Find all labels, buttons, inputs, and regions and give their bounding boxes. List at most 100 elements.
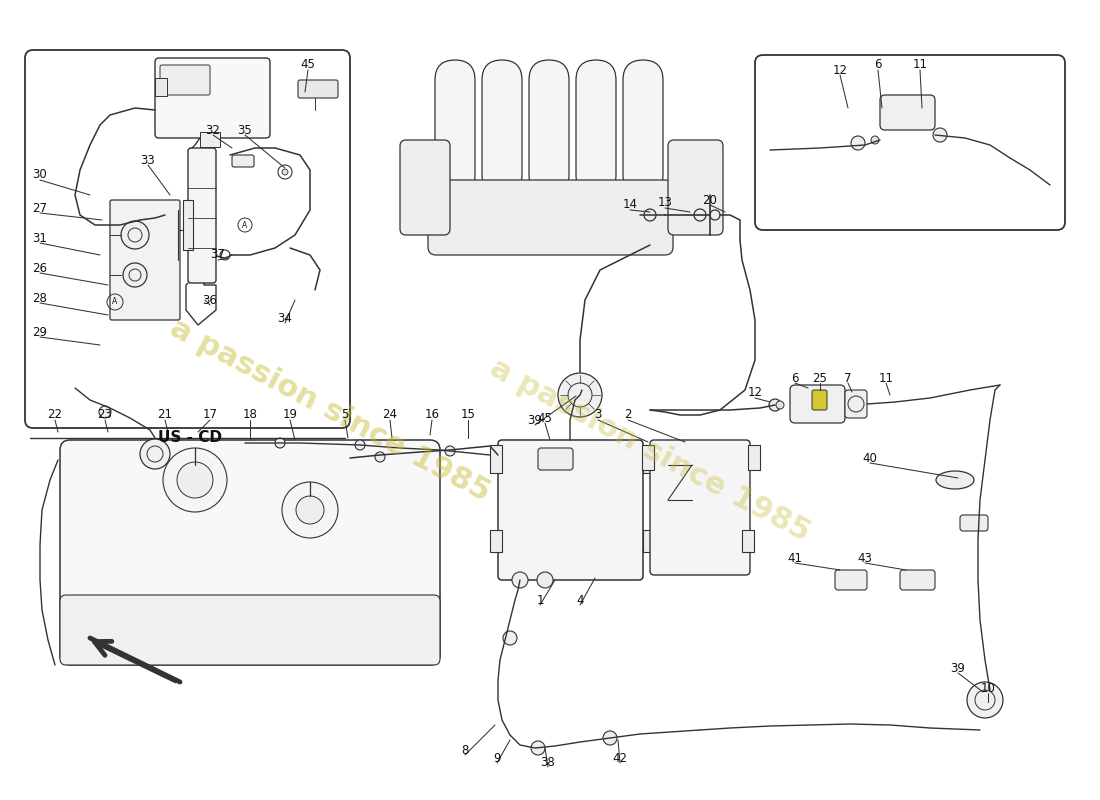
Text: 40: 40 (862, 451, 878, 465)
Text: 5: 5 (341, 409, 349, 422)
Text: 19: 19 (283, 409, 297, 422)
Text: 17: 17 (202, 409, 218, 422)
FancyBboxPatch shape (498, 440, 644, 580)
Circle shape (177, 462, 213, 498)
Circle shape (871, 136, 879, 144)
Text: 43: 43 (858, 551, 872, 565)
FancyBboxPatch shape (428, 180, 673, 255)
Text: 6: 6 (791, 371, 799, 385)
Text: 7: 7 (845, 371, 851, 385)
Text: 39: 39 (950, 662, 966, 674)
Text: 13: 13 (658, 197, 672, 210)
FancyBboxPatch shape (60, 440, 440, 665)
Circle shape (275, 438, 285, 448)
Text: 8: 8 (461, 743, 469, 757)
Text: 30: 30 (33, 169, 47, 182)
Text: 27: 27 (33, 202, 47, 214)
Text: 36: 36 (202, 294, 218, 306)
Bar (748, 445, 760, 470)
Text: 2: 2 (625, 409, 631, 422)
Text: 45: 45 (300, 58, 316, 71)
Circle shape (694, 209, 706, 221)
Text: 18: 18 (243, 409, 257, 422)
Text: 12: 12 (833, 63, 847, 77)
Text: 4: 4 (576, 594, 584, 606)
Circle shape (163, 448, 227, 512)
Text: A: A (242, 221, 248, 230)
FancyBboxPatch shape (650, 440, 750, 575)
Circle shape (512, 572, 528, 588)
Circle shape (296, 496, 324, 524)
Circle shape (644, 209, 656, 221)
Ellipse shape (936, 471, 974, 489)
FancyBboxPatch shape (155, 58, 270, 138)
Circle shape (123, 263, 147, 287)
Bar (200, 132, 220, 147)
FancyBboxPatch shape (529, 60, 569, 195)
FancyBboxPatch shape (880, 95, 935, 130)
FancyBboxPatch shape (434, 60, 475, 195)
Text: 33: 33 (141, 154, 155, 166)
Circle shape (603, 731, 617, 745)
FancyBboxPatch shape (790, 385, 845, 423)
FancyBboxPatch shape (188, 148, 216, 283)
FancyBboxPatch shape (835, 570, 867, 590)
Text: 24: 24 (383, 409, 397, 422)
Text: 16: 16 (425, 409, 440, 422)
FancyBboxPatch shape (812, 390, 827, 410)
Text: a passion since 1985: a passion since 1985 (165, 313, 495, 507)
FancyBboxPatch shape (110, 200, 180, 320)
FancyBboxPatch shape (576, 60, 616, 195)
Text: 20: 20 (703, 194, 717, 206)
Text: 41: 41 (788, 551, 803, 565)
Bar (644, 530, 654, 552)
FancyBboxPatch shape (400, 140, 450, 235)
Text: US - CD: US - CD (158, 430, 222, 446)
FancyBboxPatch shape (845, 390, 867, 418)
Circle shape (446, 446, 455, 456)
Text: 12: 12 (748, 386, 762, 399)
Text: 11: 11 (913, 58, 927, 71)
Text: a passion since 1985: a passion since 1985 (485, 353, 815, 547)
FancyBboxPatch shape (960, 515, 988, 531)
Text: 37: 37 (210, 249, 225, 262)
Circle shape (282, 169, 288, 175)
Bar (183, 200, 192, 250)
Text: 6: 6 (874, 58, 882, 71)
Text: A: A (112, 298, 118, 306)
Circle shape (121, 221, 148, 249)
Text: 34: 34 (277, 311, 293, 325)
FancyBboxPatch shape (755, 55, 1065, 230)
Text: 26: 26 (33, 262, 47, 274)
Text: 3: 3 (594, 409, 602, 422)
Circle shape (355, 440, 365, 450)
Text: 32: 32 (206, 123, 220, 137)
FancyBboxPatch shape (160, 65, 210, 95)
Text: 22: 22 (47, 409, 63, 422)
Bar (742, 530, 754, 552)
Circle shape (503, 631, 517, 645)
Text: 9: 9 (493, 751, 500, 765)
Text: 42: 42 (613, 751, 627, 765)
FancyBboxPatch shape (232, 155, 254, 167)
FancyBboxPatch shape (482, 60, 522, 195)
Circle shape (140, 439, 170, 469)
Circle shape (933, 128, 947, 142)
Text: 45: 45 (538, 411, 552, 425)
Circle shape (558, 373, 602, 417)
Bar (490, 530, 502, 552)
Text: 1: 1 (537, 594, 543, 606)
Text: 15: 15 (461, 409, 475, 422)
Text: 21: 21 (157, 409, 173, 422)
FancyBboxPatch shape (60, 595, 440, 665)
FancyBboxPatch shape (668, 140, 723, 235)
Circle shape (99, 406, 111, 418)
Text: 25: 25 (813, 371, 827, 385)
Text: 10: 10 (980, 682, 996, 694)
Bar (642, 445, 654, 470)
Circle shape (769, 399, 781, 411)
Circle shape (967, 682, 1003, 718)
Text: 23: 23 (98, 409, 112, 422)
FancyBboxPatch shape (623, 60, 663, 195)
FancyBboxPatch shape (298, 80, 338, 98)
